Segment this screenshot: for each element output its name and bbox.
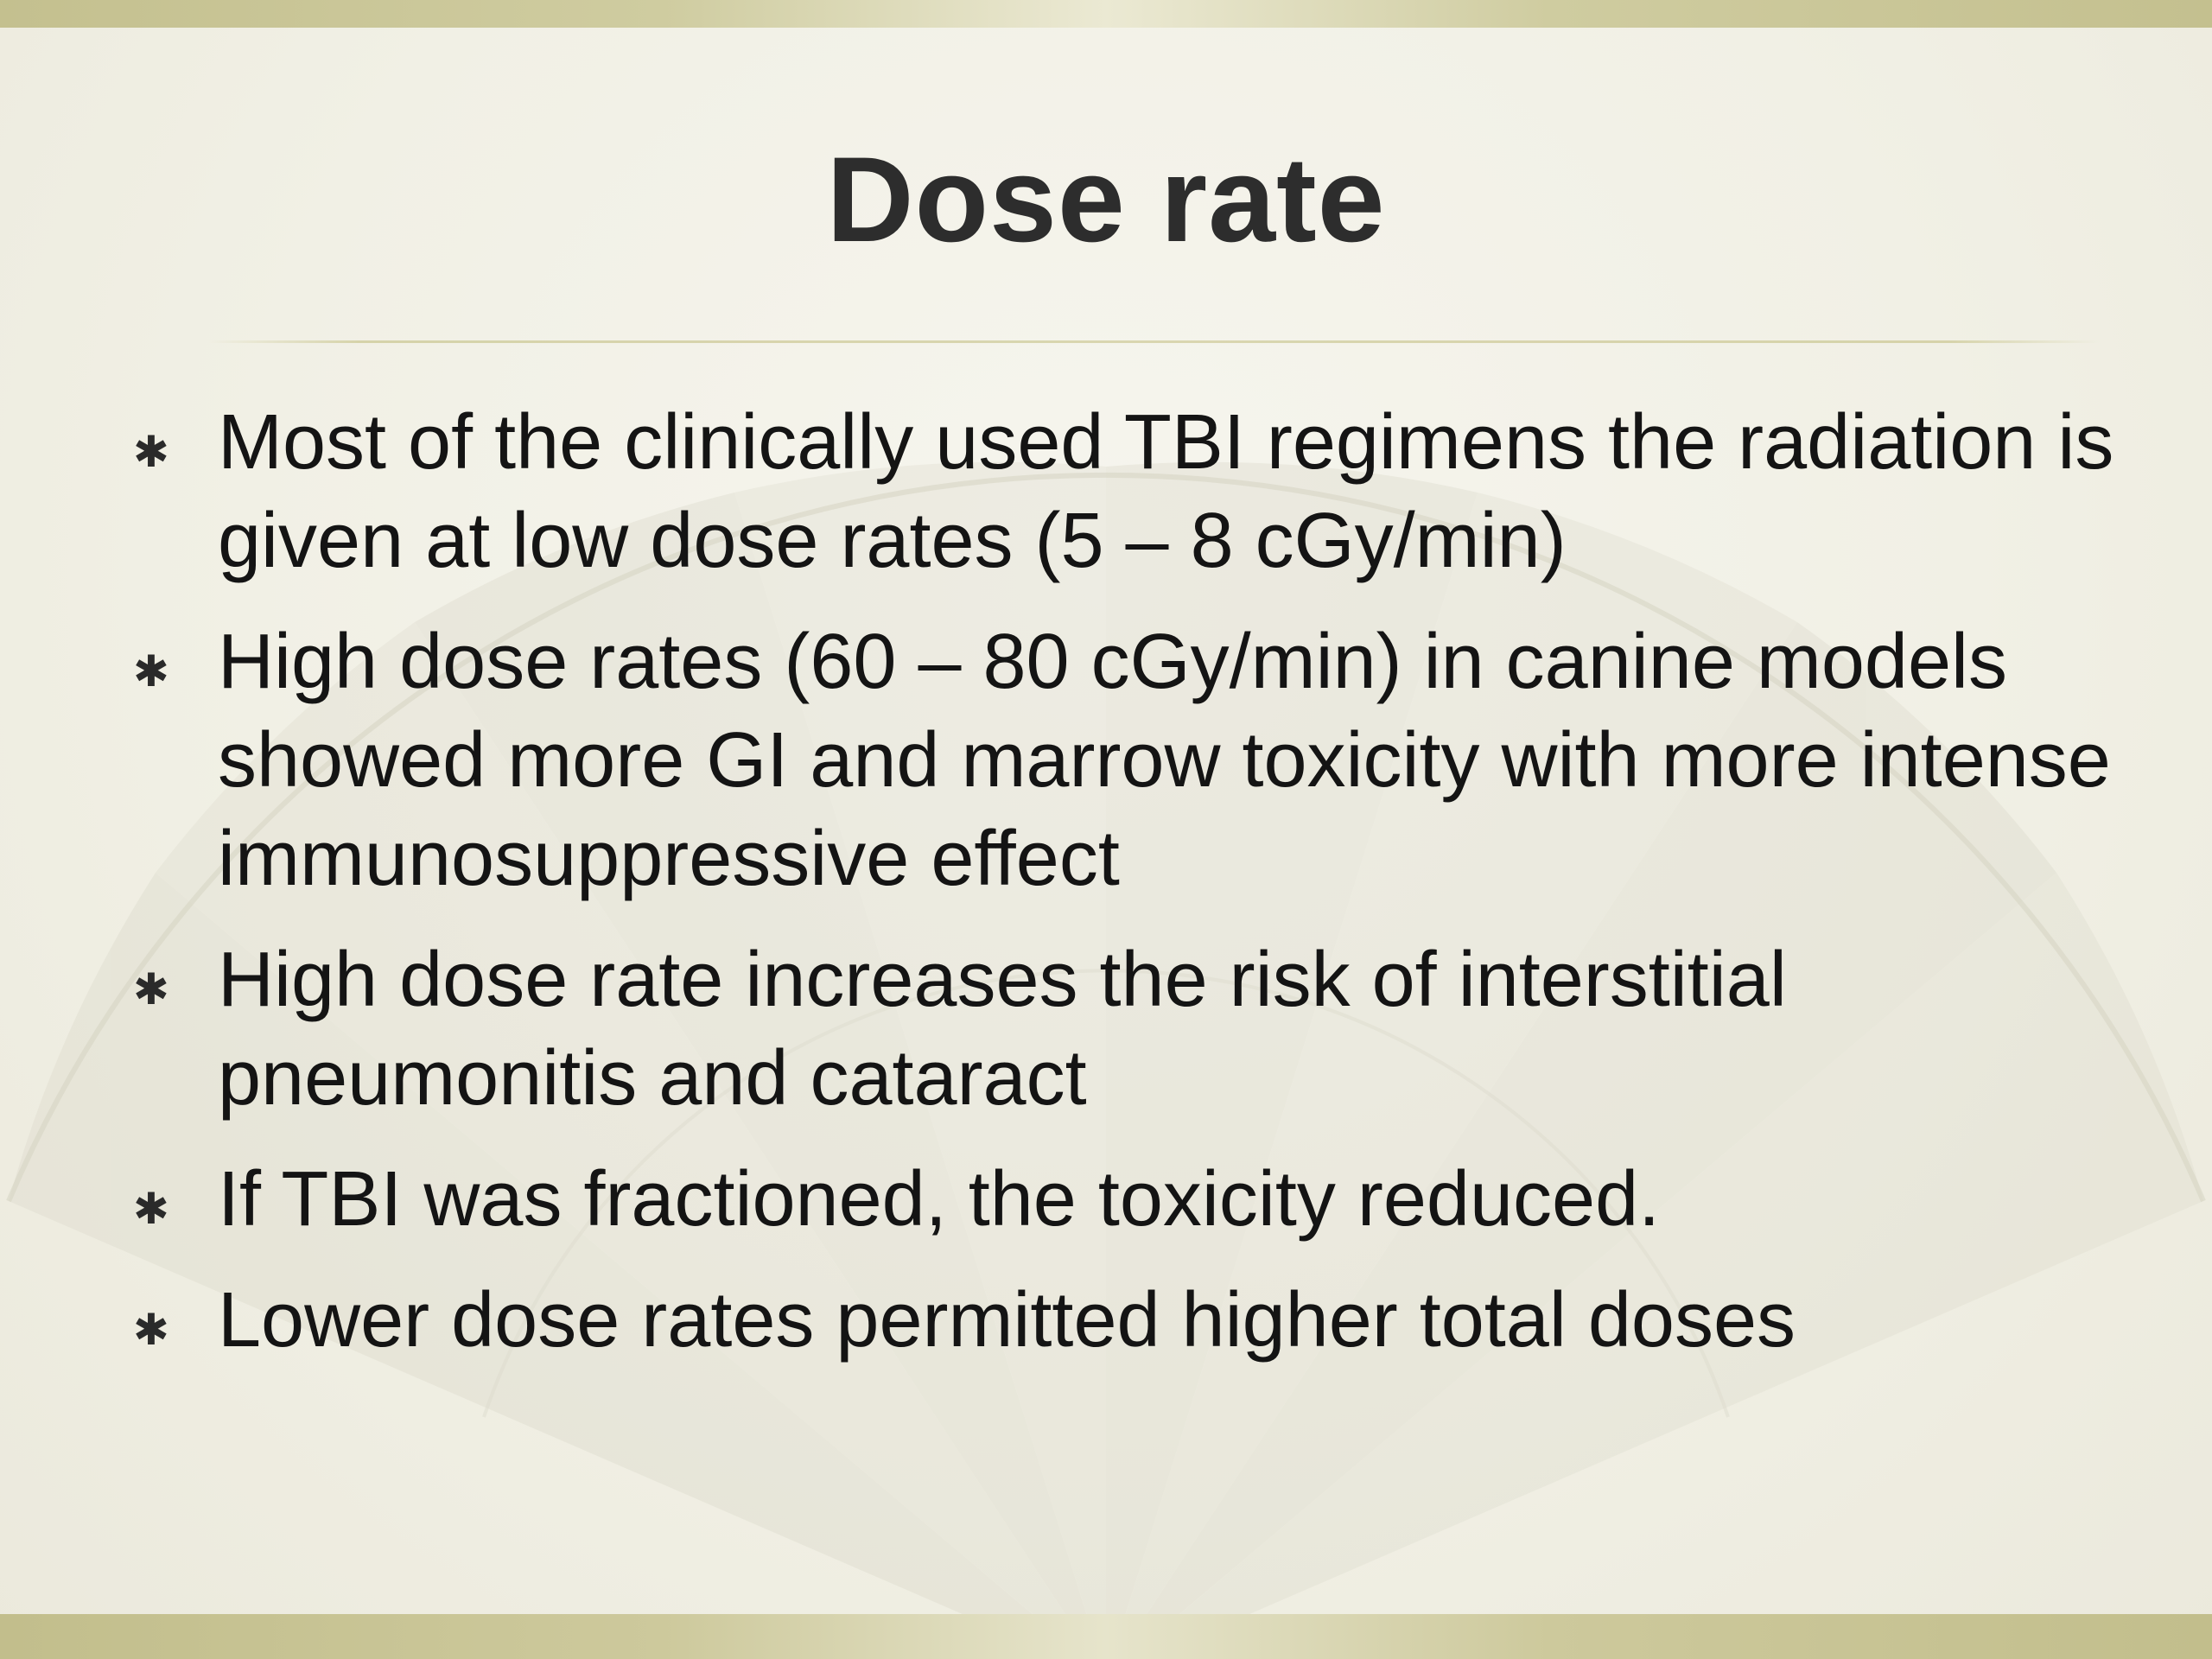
asterisk-icon: ✱	[133, 1306, 169, 1354]
bullet-item: ✱ High dose rate increases the risk of i…	[130, 931, 2117, 1128]
bullet-item: ✱ Lower dose rates permitted higher tota…	[130, 1271, 2117, 1370]
bullet-item: ✱ If TBI was fractioned, the toxicity re…	[130, 1150, 2117, 1249]
bullet-text: High dose rates (60 – 80 cGy/min) in can…	[218, 619, 2111, 902]
title-divider	[207, 340, 2100, 343]
bottom-decorative-band	[0, 1614, 2212, 1659]
asterisk-icon: ✱	[133, 428, 169, 476]
bullet-text: If TBI was fractioned, the toxicity redu…	[218, 1156, 1661, 1243]
bullet-list: ✱ Most of the clinically used TBI regime…	[130, 393, 2117, 1392]
bullet-text: Most of the clinically used TBI regimens…	[218, 399, 2114, 584]
asterisk-icon: ✱	[133, 965, 169, 1014]
bullet-item: ✱ Most of the clinically used TBI regime…	[130, 393, 2117, 590]
asterisk-icon: ✱	[133, 647, 169, 696]
bullet-item: ✱ High dose rates (60 – 80 cGy/min) in c…	[130, 613, 2117, 908]
bullet-text: Lower dose rates permitted higher total …	[218, 1277, 1796, 1363]
top-decorative-band	[0, 0, 2212, 28]
slide-title: Dose rate	[826, 131, 1386, 267]
bullet-text: High dose rate increases the risk of int…	[218, 937, 1787, 1122]
asterisk-icon: ✱	[133, 1185, 169, 1233]
